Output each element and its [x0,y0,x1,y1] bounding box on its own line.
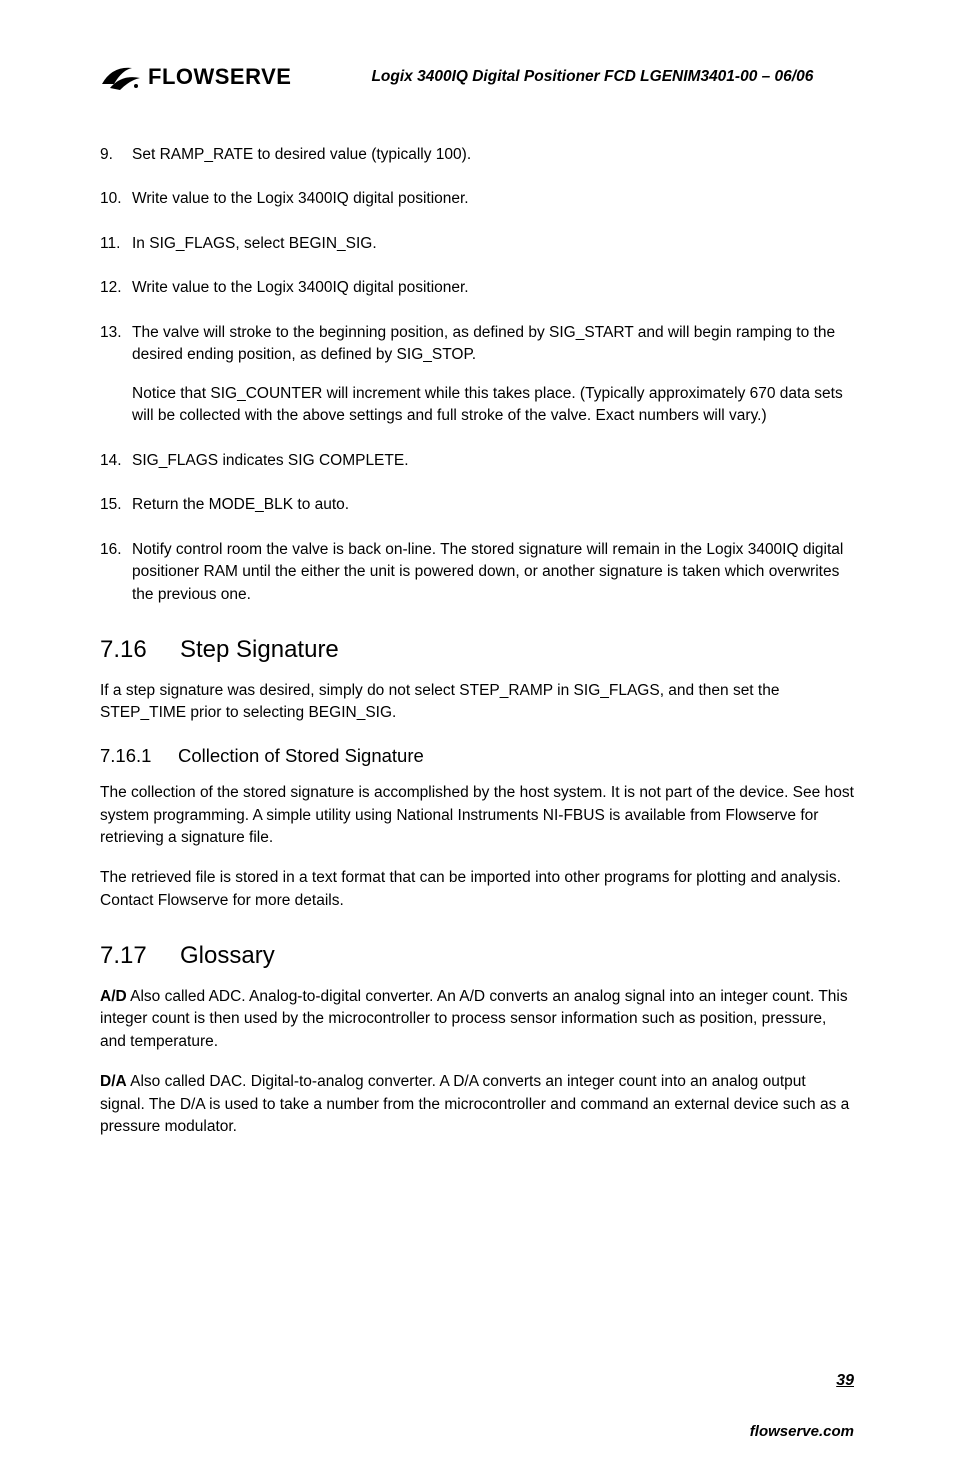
list-item: 14.SIG_FLAGS indicates SIG COMPLETE. [100,450,854,472]
list-item: 13.The valve will stroke to the beginnin… [100,322,854,367]
item-number: 15. [100,494,132,516]
item-number: 13. [100,322,132,367]
item-text: Set RAMP_RATE to desired value (typicall… [132,144,854,166]
item-number: 10. [100,188,132,210]
glossary-term-ad: A/D [100,988,127,1005]
section-7-16-heading: 7.16Step Signature [100,636,854,664]
logo: FLOWSERVE [100,60,291,94]
item-text: Write value to the Logix 3400IQ digital … [132,188,854,210]
section-title: Step Signature [180,636,339,663]
item-text: The valve will stroke to the beginning p… [132,322,854,367]
doc-title: Logix 3400IQ Digital Positioner FCD LGEN… [371,68,813,86]
section-title: Glossary [180,942,275,969]
item-number: 12. [100,277,132,299]
procedure-list-2: 14.SIG_FLAGS indicates SIG COMPLETE. 15.… [100,450,854,606]
glossary-ad: A/D Also called ADC. Analog-to-digital c… [100,986,854,1053]
glossary-da: D/A Also called DAC. Digital-to-analog c… [100,1071,854,1138]
item-number: 11. [100,233,132,255]
header-row: FLOWSERVE Logix 3400IQ Digital Positione… [100,60,854,94]
section-number: 7.17 [100,942,180,970]
page: FLOWSERVE Logix 3400IQ Digital Positione… [0,0,954,1475]
flowserve-swoosh-icon [100,60,142,94]
item-text: SIG_FLAGS indicates SIG COMPLETE. [132,450,854,472]
list-item: 9.Set RAMP_RATE to desired value (typica… [100,144,854,166]
item-text: Return the MODE_BLK to auto. [132,494,854,516]
subsection-p1: The collection of the stored signature i… [100,782,854,849]
logo-text: FLOWSERVE [148,64,291,90]
item-number: 16. [100,539,132,606]
glossary-def-ad: Also called ADC. Analog-to-digital conve… [100,988,848,1050]
item-number: 14. [100,450,132,472]
list-item: 16.Notify control room the valve is back… [100,539,854,606]
item-text: In SIG_FLAGS, select BEGIN_SIG. [132,233,854,255]
subsection-number: 7.16.1 [100,745,178,767]
glossary-term-da: D/A [100,1073,127,1090]
item-text: Write value to the Logix 3400IQ digital … [132,277,854,299]
subsection-p2: The retrieved file is stored in a text f… [100,867,854,912]
list-item: 15.Return the MODE_BLK to auto. [100,494,854,516]
notice-paragraph: Notice that SIG_COUNTER will increment w… [132,383,854,428]
item-number: 9. [100,144,132,166]
glossary-def-da: Also called DAC. Digital-to-analog conve… [100,1073,849,1135]
list-item: 10.Write value to the Logix 3400IQ digit… [100,188,854,210]
footer-url: flowserve.com [750,1423,854,1440]
section-7-17-heading: 7.17Glossary [100,942,854,970]
section-number: 7.16 [100,636,180,664]
list-item: 12.Write value to the Logix 3400IQ digit… [100,277,854,299]
subsection-title: Collection of Stored Signature [178,745,424,766]
procedure-list-1: 9.Set RAMP_RATE to desired value (typica… [100,144,854,367]
item-text: Notify control room the valve is back on… [132,539,854,606]
section-7-16-para: If a step signature was desired, simply … [100,680,854,725]
subsection-7-16-1-heading: 7.16.1Collection of Stored Signature [100,745,854,767]
page-number: 39 [836,1372,854,1390]
list-item: 11.In SIG_FLAGS, select BEGIN_SIG. [100,233,854,255]
